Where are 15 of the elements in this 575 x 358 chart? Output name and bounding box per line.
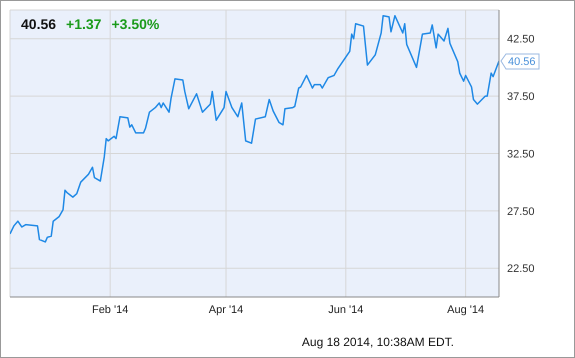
y-tick-label: 37.50 xyxy=(507,91,535,104)
annotation: 40.56 xyxy=(21,16,56,32)
annotation: +1.37 xyxy=(66,16,102,32)
text: Aug 18 2014, 10:38AM EDT. xyxy=(302,335,454,349)
annotation: +3.50% xyxy=(111,16,160,32)
x-tick-label: Jun '14 xyxy=(328,304,364,316)
line-series xyxy=(10,14,499,243)
x-tick-label: Aug '14 xyxy=(447,304,484,316)
x-tick-label: Feb '14 xyxy=(92,304,128,316)
y-tick-label: 42.50 xyxy=(507,34,535,46)
x-tick-label: Apr '14 xyxy=(208,304,244,316)
annotation: 40.56 xyxy=(508,56,536,68)
y-tick-label: 27.50 xyxy=(507,206,535,218)
y-tick-label: 32.50 xyxy=(507,148,535,160)
y-tick-label: 22.50 xyxy=(507,263,535,276)
